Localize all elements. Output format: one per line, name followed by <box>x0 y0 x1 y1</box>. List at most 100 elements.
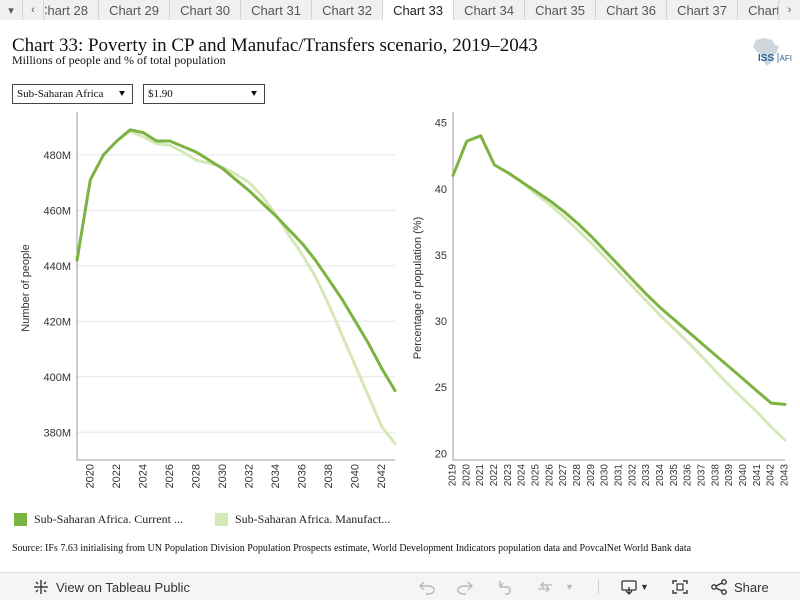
tab-chart-38[interactable]: Chart 38 <box>738 0 778 20</box>
threshold-select[interactable]: $1.90 <box>143 84 265 104</box>
x-tick-label: 2040 <box>349 464 361 488</box>
x-tick-label: 2039 <box>724 464 735 487</box>
africa-map-icon <box>753 38 779 66</box>
y-tick-label: 35 <box>435 250 447 262</box>
page-title: Chart 33: Poverty in CP and Manufac/Tran… <box>12 35 538 56</box>
x-tick-label: 2031 <box>614 464 625 487</box>
series-line-manufac[interactable] <box>506 171 787 442</box>
x-tick-label: 2033 <box>641 464 652 487</box>
fullscreen-button[interactable] <box>671 573 689 600</box>
share-button[interactable]: Share <box>710 573 769 600</box>
tab-chart-33[interactable]: Chart 33 <box>383 0 454 20</box>
legend-item-manufac[interactable]: Sub-Saharan Africa. Manufact... <box>215 512 390 527</box>
tableau-logo-icon <box>34 580 48 594</box>
x-tick-label: 2028 <box>190 464 202 488</box>
tab-chart-36[interactable]: Chart 36 <box>596 0 667 20</box>
tab-chart-35[interactable]: Chart 35 <box>525 0 596 20</box>
issafrica-logo[interactable]: ISS AFI <box>742 36 792 68</box>
y-tick-label: 40 <box>435 184 447 196</box>
y-axis-title: Number of people <box>20 244 32 331</box>
x-tick-label: 2038 <box>710 464 721 487</box>
logo-text-iss: ISS <box>758 53 774 64</box>
y-axis-title: Percentage of population (%) <box>412 217 424 359</box>
view-on-tableau-button[interactable]: View on Tableau Public <box>32 573 190 600</box>
y-tick-label: 460M <box>43 205 71 217</box>
refresh-button[interactable] <box>536 573 554 600</box>
x-tick-label: 2035 <box>669 464 680 487</box>
tab-chart-29[interactable]: Chart 29 <box>99 0 170 20</box>
x-tick-label: 2019 <box>448 464 459 487</box>
x-tick-label: 2034 <box>270 464 282 488</box>
x-tick-label: 2020 <box>84 464 96 488</box>
x-tick-label: 2036 <box>683 464 694 487</box>
page-subtitle: Millions of people and % of total popula… <box>12 53 226 67</box>
tab-chart-30[interactable]: Chart 30 <box>170 0 241 20</box>
redo-button[interactable] <box>456 573 474 600</box>
x-tick-label: 2026 <box>544 464 555 487</box>
tab-chart-37[interactable]: Chart 37 <box>667 0 738 20</box>
logo-text-afi: AFI <box>780 54 792 63</box>
revert-button[interactable] <box>497 573 515 600</box>
y-tick-label: 440M <box>43 261 71 273</box>
tab-chart-31[interactable]: Chart 31 <box>241 0 312 20</box>
series-line-manufac[interactable] <box>115 129 397 445</box>
x-tick-label: 2040 <box>738 464 749 487</box>
source-note: Source: IFs 7.63 initialising from UN Po… <box>12 543 692 554</box>
x-tick-label: 2042 <box>376 464 388 488</box>
tab-chart-32[interactable]: Chart 32 <box>312 0 383 20</box>
y-tick-label: 20 <box>435 448 447 460</box>
x-tick-label: 2024 <box>137 464 149 488</box>
chevron-down-icon <box>119 91 125 96</box>
y-tick-label: 45 <box>435 118 447 130</box>
x-tick-label: 2043 <box>780 464 791 487</box>
y-tick-label: 30 <box>435 316 447 328</box>
x-tick-label: 2026 <box>164 464 176 488</box>
undo-button[interactable] <box>418 573 436 600</box>
tab-chart-34[interactable]: Chart 34 <box>454 0 525 20</box>
legend-swatch-manufac <box>215 513 228 526</box>
tab-list-dropdown-icon[interactable]: ▾ <box>0 0 22 20</box>
tab-scroll-right-icon[interactable]: › <box>778 0 800 20</box>
revert-icon <box>499 581 511 595</box>
x-tick-label: 2032 <box>627 464 638 487</box>
legend-item-current[interactable]: Sub-Saharan Africa. Current ... <box>14 512 183 527</box>
tab-scroll-left-icon[interactable]: ‹ <box>22 0 44 20</box>
poverty-people-chart[interactable]: 380M 400M 420M 440M 460M 480M 2020 2022 2024 2026… <box>0 110 405 500</box>
region-select[interactable]: Sub-Saharan Africa <box>12 84 133 104</box>
legend-swatch-current <box>14 513 27 526</box>
view-on-tableau-label: View on Tableau Public <box>56 579 190 595</box>
threshold-select-value: $1.90 <box>148 88 173 100</box>
x-tick-label: 2034 <box>655 464 666 487</box>
refresh-menu-button[interactable]: ▼ <box>565 573 574 600</box>
x-tick-label: 2021 <box>475 464 486 487</box>
download-icon <box>621 580 637 595</box>
y-tick-label: 480M <box>43 150 71 162</box>
x-tick-label: 2027 <box>558 464 569 487</box>
x-tick-label: 2024 <box>517 464 528 487</box>
x-tick-label: 2041 <box>752 464 763 487</box>
legend-label-manufac: Sub-Saharan Africa. Manufact... <box>235 512 391 526</box>
x-tick-label: 2023 <box>503 464 514 487</box>
series-line-current[interactable] <box>75 128 397 393</box>
x-tick-label: 2032 <box>243 464 255 488</box>
fullscreen-icon <box>672 580 688 594</box>
tableau-toolbar: View on Tableau Public ▼ ▼ Share <box>0 572 800 600</box>
legend-label-current: Sub-Saharan Africa. Current ... <box>34 512 183 526</box>
x-tick-label: 2036 <box>296 464 308 488</box>
x-tick-label: 2030 <box>600 464 611 487</box>
tab-chart-28[interactable]: Chart 28 <box>45 0 99 20</box>
download-button[interactable]: ▼ <box>620 573 649 600</box>
series-line-current[interactable] <box>451 134 787 406</box>
region-select-value: Sub-Saharan Africa <box>17 88 104 100</box>
x-tick-label: 2042 <box>766 464 777 487</box>
x-tick-label: 2037 <box>697 464 708 487</box>
x-tick-label: 2028 <box>572 464 583 487</box>
y-tick-label: 25 <box>435 382 447 394</box>
share-icon <box>711 579 727 595</box>
y-tick-label: 420M <box>43 316 71 328</box>
x-tick-label: 2020 <box>461 464 472 487</box>
